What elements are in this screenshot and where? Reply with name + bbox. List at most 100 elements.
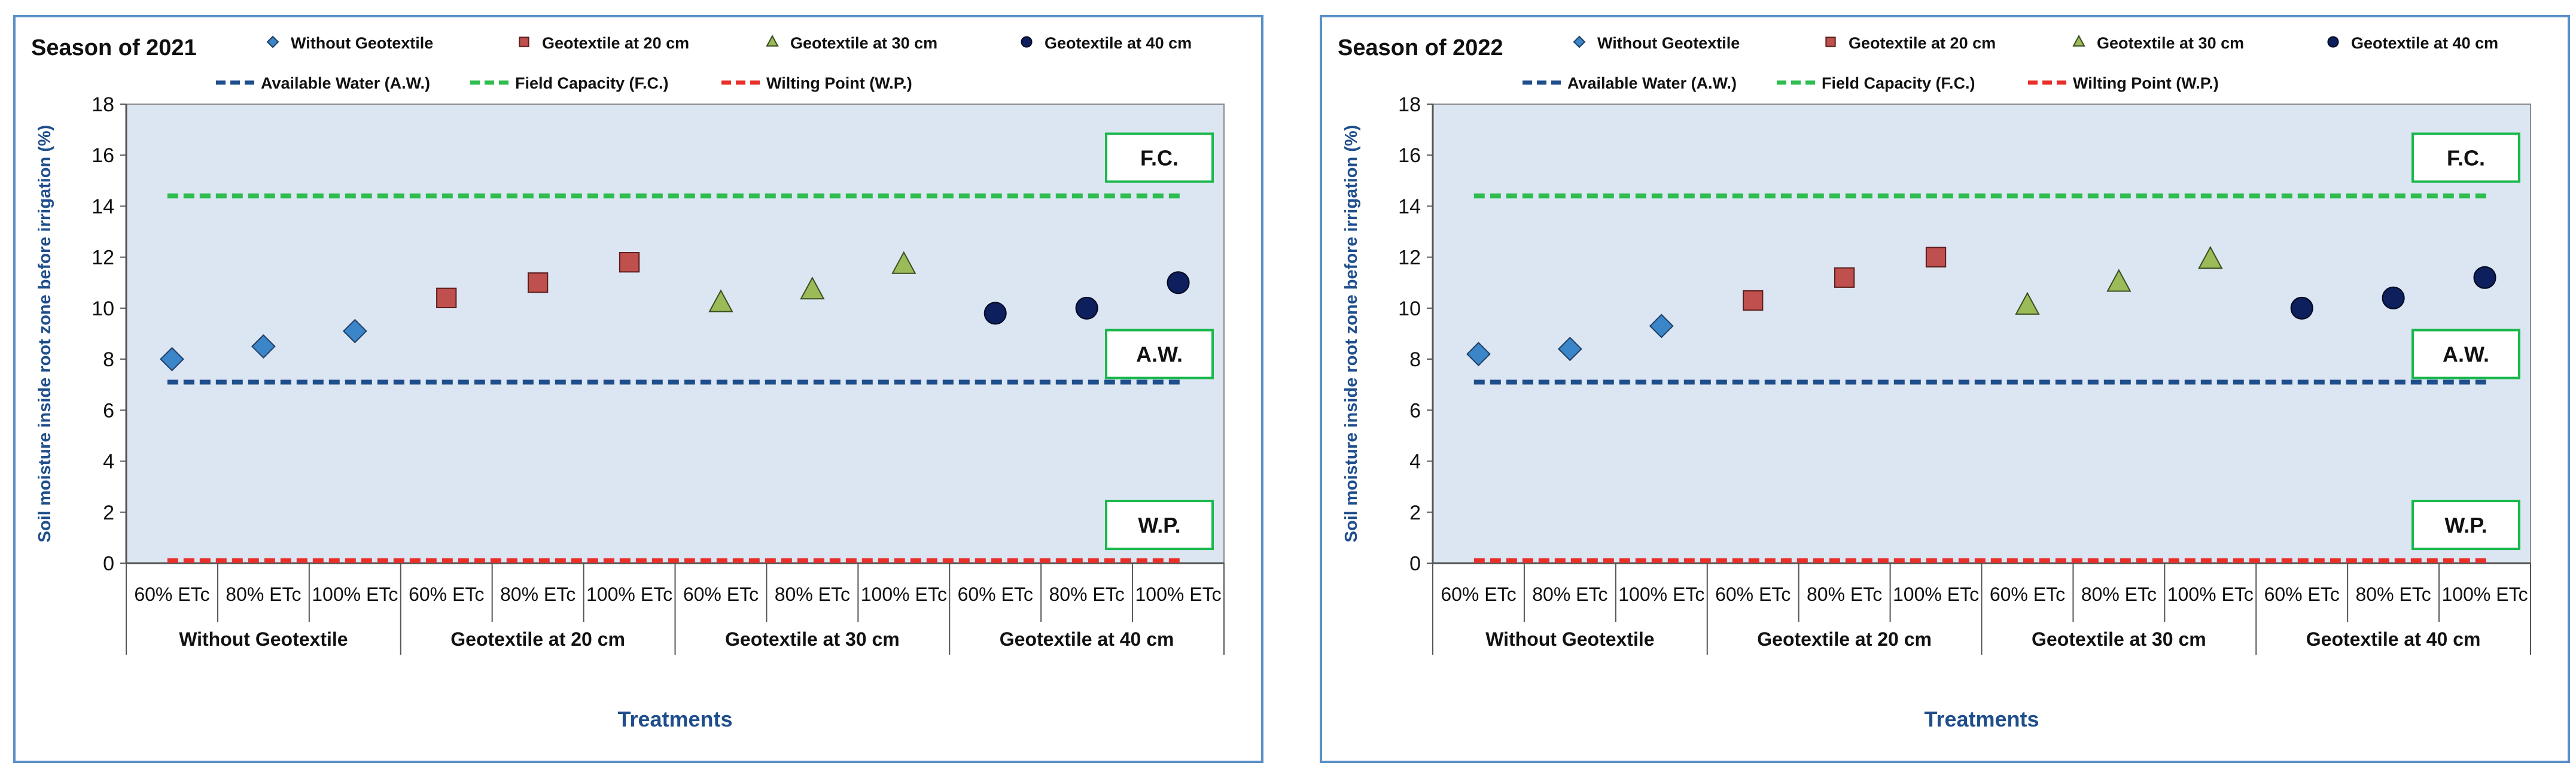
chart-title: Season of 2021 — [31, 35, 197, 60]
x-group-label: Geotextile at 20 cm — [1757, 628, 1932, 650]
x-group-label: Without Geotextile — [1485, 628, 1654, 650]
y-tick-label: 8 — [1409, 348, 1421, 371]
x-tick-label: 80% ETc — [1532, 584, 1607, 605]
x-tick-label: 80% ETc — [226, 584, 301, 605]
legend-marker-diamond — [266, 35, 279, 48]
data-point — [2106, 269, 2132, 292]
y-tick-label: 6 — [1409, 399, 1421, 422]
data-point — [1649, 314, 1674, 339]
y-tick-label: 4 — [103, 451, 114, 473]
data-point — [1925, 247, 1947, 268]
y-tick-label: 18 — [1398, 93, 1421, 116]
x-tick-label: 100% ETc — [1618, 584, 1704, 605]
x-axis-label: Treatments — [1924, 707, 2039, 731]
chart-svg-2021: Season of 2021 Without Geotextile Geotexti… — [31, 34, 1225, 731]
x-group-label: Geotextile at 40 cm — [2306, 628, 2481, 650]
y-tick-label: 14 — [1398, 195, 1421, 218]
data-point — [2015, 291, 2040, 315]
data-point — [251, 334, 276, 359]
legend-marker-triangle — [766, 34, 779, 47]
ref-label: W.P. — [1138, 513, 1180, 537]
data-point — [342, 318, 367, 344]
x-tick-label: 100% ETc — [2167, 584, 2254, 605]
ref-label: A.W. — [1136, 342, 1183, 367]
ref-label-box — [1105, 500, 1214, 551]
legend-label: Field Capacity (F.C.) — [515, 74, 669, 92]
x-tick-label: 60% ETc — [134, 584, 209, 605]
x-tick-label: 60% ETc — [1441, 584, 1516, 605]
ref-label: W.P. — [2444, 513, 2487, 537]
x-group-label: Without Geotextile — [179, 628, 348, 650]
legend-label: Geotextile at 20 cm — [1849, 34, 1996, 52]
y-tick-label: 16 — [92, 144, 114, 167]
y-tick-label: 6 — [103, 399, 114, 422]
legend-label: Available Water (A.W.) — [1567, 74, 1737, 92]
data-point — [708, 289, 733, 312]
legend-label: Wilting Point (W.P.) — [2073, 74, 2219, 92]
y-tick-label: 16 — [1398, 144, 1421, 167]
x-group-label: Geotextile at 30 cm — [725, 628, 900, 650]
x-tick-label: 80% ETc — [1049, 584, 1124, 605]
legend-label: Geotextile at 30 cm — [790, 34, 937, 52]
legend-marker-circle — [1021, 36, 1033, 48]
data-point — [1557, 336, 1582, 361]
data-point — [2382, 286, 2405, 309]
y-tick-label: 12 — [92, 247, 114, 269]
x-tick-label: 80% ETc — [2355, 584, 2431, 605]
ref-label-box — [2411, 329, 2520, 379]
data-point — [2290, 296, 2313, 320]
y-axis-label: Soil moisture inside root zone before ir… — [35, 125, 54, 543]
x-tick-label: 60% ETc — [958, 584, 1033, 605]
x-tick-label: 60% ETc — [1715, 584, 1791, 605]
x-tick-label: 100% ETc — [312, 584, 398, 605]
y-tick-label: 10 — [92, 297, 114, 320]
data-point — [1743, 290, 1764, 311]
data-point — [983, 302, 1007, 325]
legend-label: Without Geotextile — [1597, 34, 1740, 52]
x-tick-label: 100% ETc — [586, 584, 672, 605]
data-point — [800, 276, 825, 300]
x-tick-label: 80% ETc — [1807, 584, 1882, 605]
legend-label: Available Water (A.W.) — [261, 74, 430, 92]
y-tick-label: 18 — [92, 93, 114, 116]
x-tick-label: 100% ETc — [2442, 584, 2528, 605]
ref-label: F.C. — [1140, 145, 1179, 170]
legend-marker-diamond — [1573, 35, 1586, 48]
y-tick-label: 12 — [1398, 247, 1421, 269]
y-tick-label: 0 — [103, 552, 114, 575]
data-point — [527, 272, 549, 293]
y-tick-label: 2 — [1409, 502, 1421, 524]
legend-marker-triangle — [2072, 34, 2085, 47]
x-tick-label: 100% ETc — [861, 584, 947, 605]
data-point — [619, 252, 640, 273]
x-tick-label: 80% ETc — [2081, 584, 2157, 605]
legend-label: Wilting Point (W.P.) — [766, 74, 912, 92]
x-group-label: Geotextile at 30 cm — [2032, 628, 2206, 650]
x-group-label: Geotextile at 40 cm — [1000, 628, 1174, 650]
plot-area — [1432, 104, 2531, 564]
legend-label: Geotextile at 20 cm — [542, 34, 689, 52]
chart-panel-2021: Season of 2021 Without Geotextile Geotexti… — [13, 15, 1263, 763]
y-axis-label: Soil moisture inside root zone before ir… — [1342, 125, 1361, 543]
ref-label-box — [2411, 132, 2520, 183]
plot-area — [126, 104, 1225, 564]
data-point — [891, 251, 916, 274]
y-tick-label: 10 — [1398, 297, 1421, 320]
data-point — [160, 347, 184, 372]
x-tick-label: 100% ETc — [1135, 584, 1222, 605]
x-axis-label: Treatments — [617, 707, 732, 731]
data-point — [1834, 267, 1855, 288]
ref-label: A.W. — [2443, 342, 2489, 367]
data-point — [1075, 296, 1098, 320]
legend-marker-square — [519, 37, 529, 47]
ref-label-box — [1105, 329, 1214, 379]
ref-label: F.C. — [2447, 145, 2485, 170]
legend-label: Field Capacity (F.C.) — [1822, 74, 1975, 92]
y-tick-label: 14 — [92, 195, 114, 218]
legend-marker-square — [1825, 37, 1836, 47]
x-tick-label: 60% ETc — [409, 584, 484, 605]
chart-svg-2022: Season of 2022 Without Geotextile Geotexti… — [1338, 34, 2531, 731]
data-point — [2198, 245, 2223, 269]
legend-label: Without Geotextile — [291, 34, 433, 52]
y-tick-label: 4 — [1409, 451, 1421, 473]
